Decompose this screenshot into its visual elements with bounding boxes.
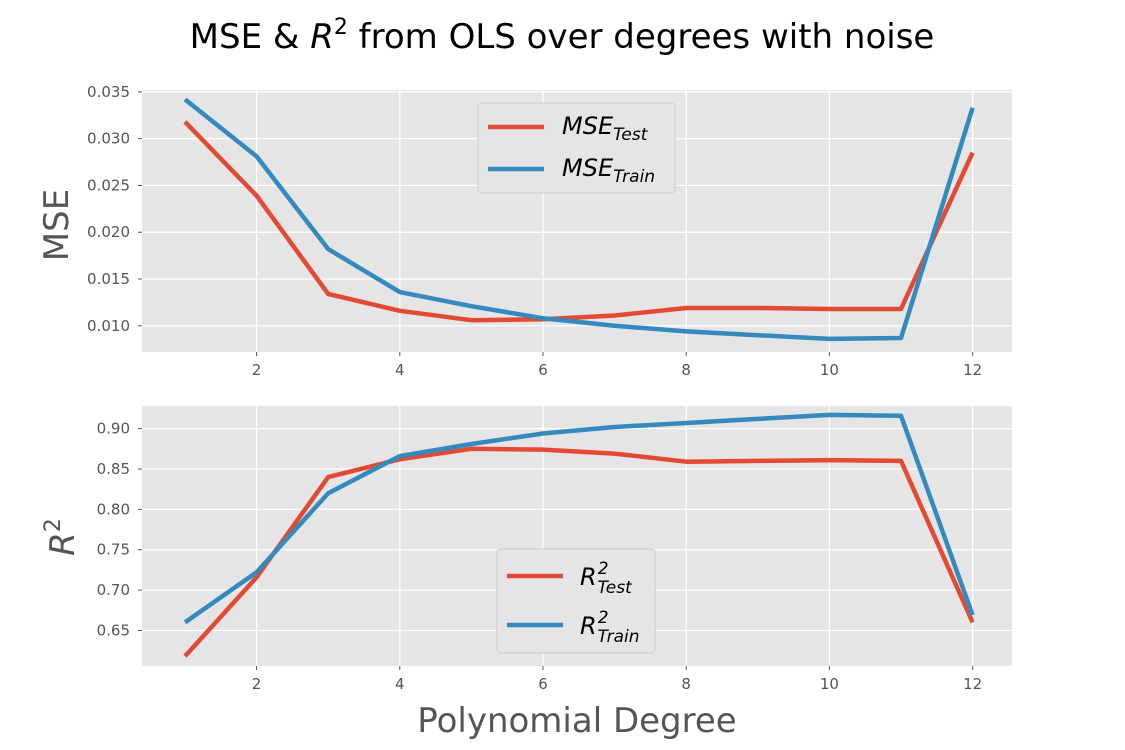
- mse-y-ticks: 0.010 0.015 0.020 0.025 0.030 0.035: [87, 83, 142, 335]
- title-suffix: from OLS over degrees with noise: [348, 17, 935, 57]
- mse-x-ticks: 2 4 6 8 10 12: [252, 352, 982, 379]
- r2-x-tick-label: 2: [252, 675, 262, 693]
- r2-x-tick-label: 10: [820, 675, 839, 693]
- mse-y-tick-label: 0.030: [87, 130, 130, 148]
- legend-label-mse-test: MSETest: [562, 112, 649, 145]
- mse-x-tick-label: 8: [681, 361, 691, 379]
- mse-lines: [183, 97, 975, 342]
- r2-panel: 2 4 6 8 10 12 0.650.700.750.800.850.90 R2 R2 T…: [41, 406, 1012, 693]
- r2-lines: [183, 412, 975, 658]
- mse-y-tick-label: 0.035: [87, 83, 130, 101]
- title-prefix: MSE &: [190, 17, 311, 57]
- mse-y-tick-label: 0.025: [87, 176, 130, 194]
- legend-label-mse-test-base: MSE: [562, 112, 614, 140]
- series-line-mse-train: [183, 97, 975, 342]
- r2-y-tick-label: 0.65: [97, 621, 130, 639]
- r2-y-ticks: 0.65 0.70 0.75 0.80 0.85 0.90: [97, 420, 142, 639]
- r2-legend: R2 Test R2 Train: [496, 548, 656, 654]
- title-superscript: 2: [334, 15, 348, 40]
- series-line-mse-test: [183, 120, 975, 323]
- mse-y-axis-label: MSE: [37, 189, 77, 261]
- r2-y-axis-label: R2: [41, 518, 83, 556]
- title-variable: R: [310, 17, 334, 57]
- series-line-r2-test: [183, 446, 975, 658]
- mse-x-tick-label: 6: [538, 361, 548, 379]
- r2-y-tick-label: 0.80: [97, 500, 130, 518]
- mse-legend: MSETest MSETrain: [477, 102, 676, 194]
- series-line-r2-train: [183, 412, 975, 625]
- legend-label-mse-train-sub: Train: [613, 167, 655, 187]
- mse-x-tick-label: 12: [963, 361, 982, 379]
- legend-label-r2-test-sup: 2: [598, 559, 609, 579]
- legend-label-mse-train: MSETrain: [562, 154, 655, 187]
- legend-label-r2-train-sub: Train: [598, 627, 640, 647]
- r2-y-tick-label: 0.75: [97, 541, 130, 559]
- r2-y-tick-label: 0.70: [97, 581, 130, 599]
- x-axis-label: Polynomial Degree: [417, 701, 736, 741]
- r2-x-tick-label: 12: [963, 675, 982, 693]
- r2-x-ticks: 2 4 6 8 10 12: [252, 666, 982, 693]
- legend-label-r2-test-sub: Test: [598, 578, 634, 598]
- r2-y-axis-label-base: R: [43, 532, 83, 556]
- mse-y-tick-label: 0.010: [87, 317, 130, 335]
- r2-y-tick-label: 0.85: [97, 460, 130, 478]
- mse-x-tick-label: 4: [395, 361, 405, 379]
- legend-label-r2-test: R2 Test: [580, 559, 633, 598]
- legend-label-mse-train-base: MSE: [562, 154, 614, 182]
- legend-label-r2-train-sup: 2: [598, 608, 609, 628]
- r2-y-axis-label-sup: 2: [41, 518, 66, 532]
- legend-label-r2-train: R2 Train: [580, 608, 639, 647]
- r2-y-tick-label: 0.90: [97, 420, 130, 438]
- legend-label-mse-test-sub: Test: [613, 125, 649, 145]
- mse-panel: 2 4 6 8 10 12 0.0100.0150.0200.0250.0300.035 …: [37, 83, 1012, 379]
- mse-y-tick-label: 0.015: [87, 270, 130, 288]
- r2-x-tick-label: 8: [681, 675, 691, 693]
- r2-x-tick-label: 6: [538, 675, 548, 693]
- figure-title: MSE & R2 from OLS over degrees with nois…: [190, 15, 935, 57]
- legend-label-r2-test-base: R: [580, 563, 597, 591]
- r2-x-tick-label: 4: [395, 675, 405, 693]
- mse-x-tick-label: 2: [252, 361, 262, 379]
- mse-x-tick-label: 10: [820, 361, 839, 379]
- mse-y-tick-label: 0.020: [87, 223, 130, 241]
- legend-label-r2-train-base: R: [580, 612, 597, 640]
